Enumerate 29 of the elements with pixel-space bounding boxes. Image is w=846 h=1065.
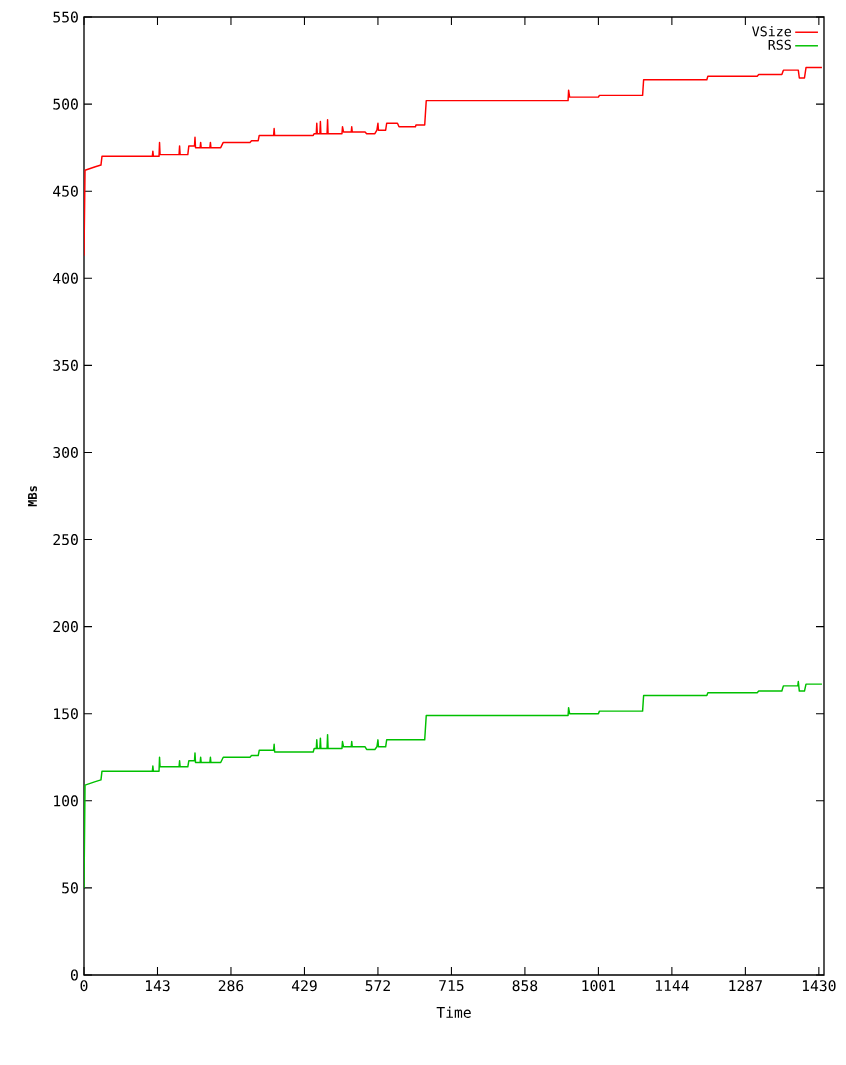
x-tick-label: 429 xyxy=(291,980,317,992)
y-tick-label: 450 xyxy=(53,185,78,197)
y-tick-label: 100 xyxy=(54,795,78,807)
x-tick-label: 572 xyxy=(365,980,390,992)
x-tick-label: 286 xyxy=(218,980,244,992)
x-tick-label: 858 xyxy=(512,980,538,992)
y-tick-label: 350 xyxy=(53,359,78,371)
x-tick-label: 0 xyxy=(80,980,88,992)
y-tick-label: 500 xyxy=(53,98,78,110)
x-tick-label: 715 xyxy=(439,980,464,992)
x-tick-label: 1001 xyxy=(582,980,616,992)
y-tick-label: 400 xyxy=(53,272,78,284)
line-series xyxy=(84,680,823,889)
y-axis-title: MBs xyxy=(28,486,37,507)
x-tick-label: 1144 xyxy=(655,980,689,991)
y-tick-label: 150 xyxy=(54,708,78,720)
line-series xyxy=(84,66,823,257)
y-tick-label: 300 xyxy=(53,446,78,458)
x-tick-label: 1287 xyxy=(729,980,762,992)
x-tick-label: 1430 xyxy=(802,980,836,992)
y-tick-label: 200 xyxy=(53,621,78,633)
y-tick-label: 50 xyxy=(62,882,78,894)
y-tick-label: 550 xyxy=(53,11,78,23)
x-axis-title: Time xyxy=(436,1006,471,1018)
legend-label: RSS xyxy=(768,39,791,50)
x-tick-label: 143 xyxy=(146,980,170,992)
legend-label: VSize xyxy=(752,26,791,37)
y-tick-label: 250 xyxy=(53,534,78,546)
y-tick-label: 0 xyxy=(70,969,78,981)
